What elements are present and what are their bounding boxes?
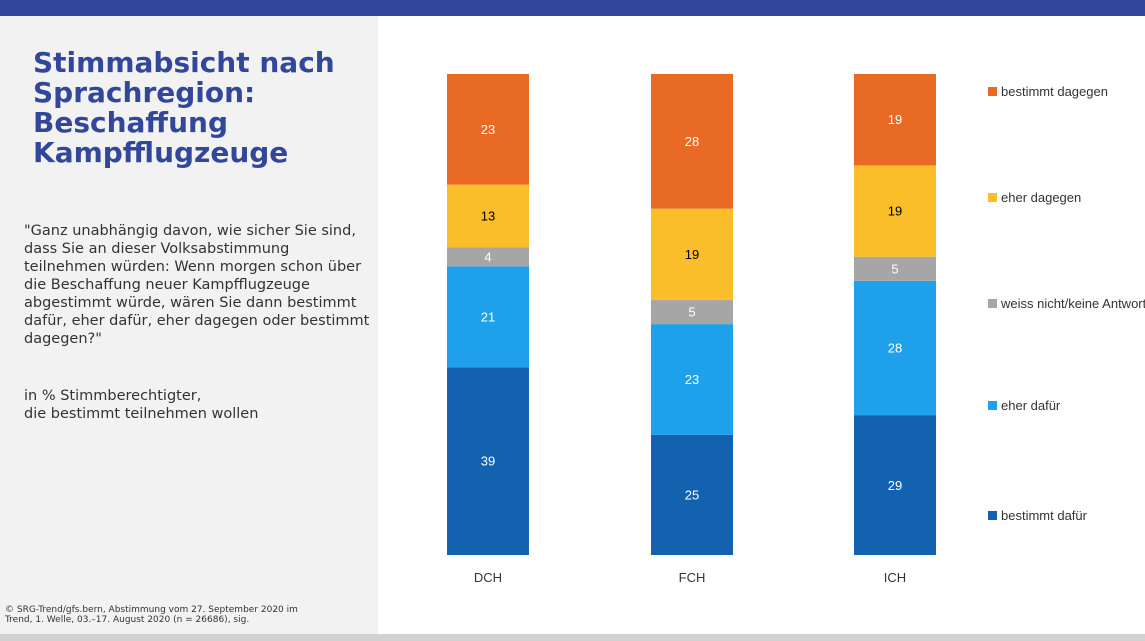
legend-label-eher-dafür: eher dafür <box>1001 398 1061 413</box>
data-label: 28 <box>888 341 902 356</box>
data-label: 19 <box>888 112 902 127</box>
page-title: Stimmabsicht nach Sprachregion: Beschaff… <box>33 46 335 169</box>
data-label: 29 <box>888 478 902 493</box>
bar-segment-ich-eher-dagegen <box>854 165 936 257</box>
source-note: © SRG-Trend/gfs.bern, Abstimmung vom 27.… <box>5 605 375 625</box>
x-tick-label-dch: DCH <box>474 570 502 585</box>
bar-segment-dch-bestimmt-dafür <box>447 367 529 555</box>
bar-segment-fch-bestimmt-dagegen <box>651 74 733 209</box>
data-label: 39 <box>481 454 495 469</box>
data-label: 5 <box>688 305 695 320</box>
bar-segment-dch-eher-dafür <box>447 266 529 368</box>
bar-segment-dch-weiss-nicht-keine-antwort <box>447 247 529 267</box>
data-label: 23 <box>481 122 495 137</box>
bar-segment-ich-bestimmt-dagegen <box>854 74 936 166</box>
data-label: 23 <box>685 372 699 387</box>
data-label: 25 <box>685 487 699 502</box>
description-panel <box>0 16 378 634</box>
x-tick-label-ich: ICH <box>884 570 906 585</box>
legend-swatch-bestimmt-dagegen <box>988 87 997 96</box>
bar-segment-ich-bestimmt-dafür <box>854 415 936 555</box>
footer-bar <box>0 634 1145 641</box>
unit-note-line-2: die bestimmt teilnehmen wollen <box>24 406 259 422</box>
legend-swatch-eher-dagegen <box>988 193 997 202</box>
data-label: 13 <box>481 208 495 223</box>
unit-note: in % Stimmberechtigter, die bestimmt tei… <box>24 387 364 423</box>
legend-label-weiss-nicht-keine-antwort: weiss nicht/keine Antwort <box>1000 296 1145 311</box>
bars-layer: 39 21 4 13 23 DCH 25 23 5 19 28 FCH 29 28 5 19 19 ICH <box>447 74 936 585</box>
bar-segment-fch-weiss-nicht-keine-antwort <box>651 300 733 325</box>
bar-segment-fch-bestimmt-dafür <box>651 434 733 555</box>
legend-label-bestimmt-dagegen: bestimmt dagegen <box>1001 84 1108 99</box>
data-label: 19 <box>685 247 699 262</box>
data-label: 5 <box>891 261 898 276</box>
header-accent-bar <box>0 0 1145 16</box>
source-note-line-2: Trend, 1. Welle, 03.–17. August 2020 (n … <box>5 615 250 625</box>
bar-segment-ich-eher-dafür <box>854 280 936 416</box>
legend-label-bestimmt-dafür: bestimmt dafür <box>1001 508 1088 523</box>
bar-segment-dch-bestimmt-dagegen <box>447 74 529 185</box>
bar-segment-fch-eher-dafür <box>651 324 733 435</box>
unit-note-line-1: in % Stimmberechtigter, <box>24 388 202 404</box>
legend-swatch-eher-dafür <box>988 401 997 410</box>
bar-segment-ich-weiss-nicht-keine-antwort <box>854 256 936 281</box>
legend-swatch-weiss-nicht-keine-antwort <box>988 299 997 308</box>
data-label: 19 <box>888 204 902 219</box>
bar-segment-dch-eher-dagegen <box>447 184 529 248</box>
bar-segment-fch-eher-dagegen <box>651 208 733 301</box>
legend-label-eher-dagegen: eher dagegen <box>1001 190 1081 205</box>
legend: bestimmt dagegen eher dagegen weiss nicht/… <box>988 84 1145 523</box>
source-note-line-1: © SRG-Trend/gfs.bern, Abstimmung vom 27.… <box>5 605 298 615</box>
data-label: 21 <box>481 309 495 324</box>
x-tick-label-fch: FCH <box>679 570 706 585</box>
legend-swatch-bestimmt-dafür <box>988 511 997 520</box>
data-label: 4 <box>484 249 491 264</box>
survey-question: "Ganz unabhängig davon, wie sicher Sie s… <box>24 223 370 347</box>
data-label: 28 <box>685 134 699 149</box>
